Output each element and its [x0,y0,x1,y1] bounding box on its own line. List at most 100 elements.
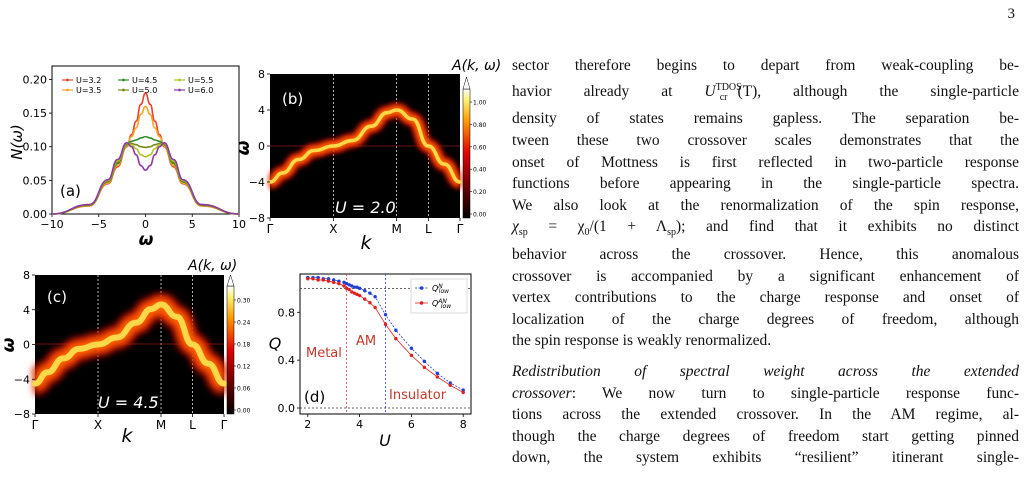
data-point [337,281,341,286]
legend-qan-marker [419,301,424,305]
panel-d-series [306,275,465,395]
y-tick-label: 4 [258,104,265,117]
y-tick-label: 0.4 [278,354,296,367]
data-point [383,312,388,317]
data-point [409,353,414,358]
data-point [321,278,326,282]
legend-qn-marker [419,286,424,290]
band-core [268,108,462,184]
panel-a-legend: U=3.2U=3.5 U=4.5U=5.0 U=5.5U=6.0 [62,76,213,95]
data-point [461,390,465,395]
panel-a-xlabel: ω [139,230,154,250]
panel-c-label: (c) [47,288,67,306]
panel-c-colorbar [226,285,235,415]
text-line: though the charge degrees of freedom sta… [512,427,1019,445]
panel-a-frame [51,65,240,215]
cbar-tick-label: 0.80 [473,122,487,129]
text-line: down, the system exhibits “resilient” it… [512,449,1019,467]
panel-d-legend-box [410,278,468,314]
x-tick-label: 0 [142,218,149,231]
text-line: density of states remains gapless. The s… [512,110,1019,128]
data-point [363,289,367,293]
panel-d-legend: QN low QAN low [410,278,468,314]
legend-label: U=6.0 [188,86,213,95]
data-point [355,292,359,297]
data-point [347,287,351,292]
data-point [461,388,465,392]
x-tick-label: −5 [91,218,107,231]
x-tick-label: −10 [40,218,63,231]
panel-b-band [268,102,463,189]
text-line: functions before appearing in the single… [512,175,1019,193]
panel-c-colorbar-ticks: 0.30 0.24 0.18 0.12 0.06 0.00 [234,298,251,415]
panel-b-annotation: U = 2.0 [335,198,396,217]
text-line: χsp = χ0/(1 + Λsp); and find that it exh… [512,218,1020,239]
panel-a-y-ticks: 0.00 0.05 0.10 0.15 0.20 [23,73,52,221]
cbar-tick-label: 1.00 [473,100,487,107]
data-point [394,336,398,341]
page-number: 3 [1007,6,1016,22]
x-tick-label: Γ [267,222,274,236]
y-tick-label: 0.8 [278,306,296,319]
panel-b-colorbar-ticks: 1.00 0.80 0.60 0.40 0.20 0.00 [470,100,487,219]
y-tick-label: 0.20 [23,73,48,86]
text-line: tions across the extended crossover. In … [512,406,1019,424]
panel-b-spectral-heatmap: 8 4 0 −4 −8 Γ X M L Γ (b) U = 2.0 ω k A(k, ω) 1.… [234,58,501,254]
y-tick-label: −4 [14,373,30,386]
x-tick-label: Γ [221,418,228,432]
cbar-tick-label: 0.40 [473,167,487,174]
legend-marker [178,88,181,92]
cbar-tick-label: 0.12 [237,364,251,371]
panel-d-region-am: AM [356,334,376,349]
data-point [355,285,359,289]
data-point [331,278,336,282]
legend-marker [122,78,125,82]
legend-label: U=5.0 [132,86,157,95]
data-point [306,277,310,281]
x-tick-label: 8 [460,418,467,431]
legend-marker [122,88,125,92]
panel-d-xlabel: U [379,431,391,450]
panel-b-y-ticks: 8 4 0 −4 −8 [249,68,270,225]
panel-c-ylabel: ω [0,337,19,352]
x-tick-label: 10 [232,218,246,231]
y-tick-label: −8 [249,212,265,225]
x-tick-label: X [94,418,102,432]
cbar-tick-label: 0.00 [237,408,251,415]
x-tick-label: 5 [189,218,196,231]
panel-b-label: (b) [282,90,303,108]
data-point [357,286,362,291]
series-line [51,141,240,215]
data-point [363,297,367,301]
x-tick-label: M [156,418,166,432]
figure: 0.000.050.100.150.20 −10 −5 0 5 10 U=3.2U=3.… [0,58,501,450]
y-tick-label: 8 [258,68,265,81]
text-line: onset of Mottness is first reflected in … [512,153,1019,171]
data-point [368,301,372,305]
legend-qn-text: QN low [432,283,449,295]
data-point [347,283,351,287]
x-tick-label: Γ [32,418,39,432]
x-tick-label: Γ [457,222,464,236]
legend-qan-text: QAN low [432,298,451,310]
data-point [311,277,315,281]
y-tick-label: −4 [249,176,265,189]
panel-d-ylabel: Q [269,334,282,353]
x-tick-label: M [391,222,401,236]
y-tick-label: 8 [23,269,30,282]
data-point [357,293,362,298]
cbar-tick-label: 0.18 [237,342,251,349]
text-line: Redistribution of spectral weight across… [512,363,1019,381]
panel-d-label: (d) [304,388,325,406]
y-tick-label: −8 [14,408,30,421]
x-tick-label: 6 [408,418,415,431]
cbar-tick-label: 0.30 [237,298,251,305]
band-core [32,301,227,387]
legend-label: U=3.2 [76,76,101,85]
data-point [409,346,414,350]
panel-c-spectral-heatmap: 8 4 0 −4 −8 Γ X M L Γ (c) U = 4.5 ω k A(k, ω) 0.… [0,258,251,447]
panel-b-ylabel: ω [234,140,254,155]
text-line: crossover: We now turn to single-particl… [512,384,1019,402]
